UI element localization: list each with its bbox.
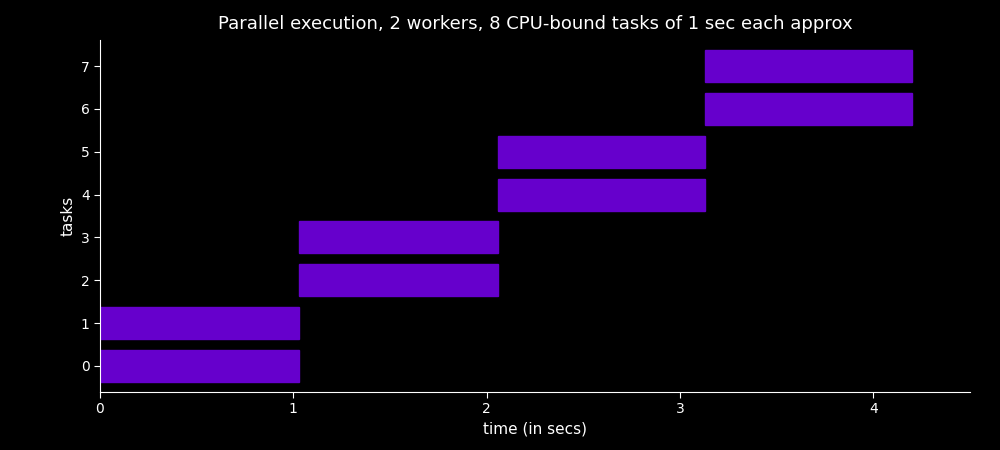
Bar bbox=[705, 93, 912, 125]
X-axis label: time (in secs): time (in secs) bbox=[483, 422, 587, 436]
Bar bbox=[498, 136, 705, 168]
Bar bbox=[705, 50, 912, 82]
Y-axis label: tasks: tasks bbox=[60, 196, 75, 236]
Bar bbox=[299, 264, 498, 296]
Bar bbox=[498, 179, 705, 211]
Bar bbox=[100, 307, 299, 339]
Bar bbox=[100, 350, 299, 382]
Title: Parallel execution, 2 workers, 8 CPU-bound tasks of 1 sec each approx: Parallel execution, 2 workers, 8 CPU-bou… bbox=[218, 15, 852, 33]
Bar bbox=[299, 221, 498, 253]
